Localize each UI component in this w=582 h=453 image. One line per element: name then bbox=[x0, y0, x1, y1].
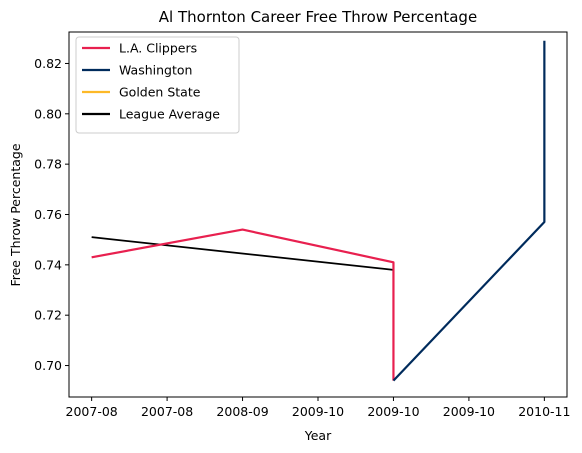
legend-label: L.A. Clippers bbox=[119, 41, 197, 56]
x-axis-label: Year bbox=[304, 428, 332, 443]
x-tick-label: 2009-10 bbox=[443, 404, 495, 419]
legend-box bbox=[75, 36, 240, 134]
y-tick-label: 0.82 bbox=[34, 56, 62, 71]
x-axis: 2007-08 2007-08 2008-09 2009-10 2009-10 2009-… bbox=[66, 397, 570, 419]
x-tick-label: 2009-10 bbox=[367, 404, 419, 419]
x-tick-label: 2008-09 bbox=[216, 404, 268, 419]
x-tick-label: 2010-11 bbox=[518, 404, 570, 419]
x-tick-label: 2007-08 bbox=[141, 404, 193, 419]
x-tick-label: 2009-10 bbox=[292, 404, 344, 419]
y-axis: 0.70 0.72 0.74 0.76 0.78 0.80 0.82 bbox=[34, 56, 69, 373]
y-tick-label: 0.74 bbox=[34, 257, 62, 272]
series-line-washington bbox=[392, 40, 546, 382]
y-tick-label: 0.70 bbox=[34, 358, 62, 373]
y-tick-label: 0.72 bbox=[34, 308, 62, 323]
y-tick-label: 0.78 bbox=[34, 157, 62, 172]
y-tick-label: 0.76 bbox=[34, 207, 62, 222]
legend: L.A. Clippers Washington Golden State Leagu… bbox=[75, 36, 240, 134]
y-axis-label: Free Throw Percentage bbox=[8, 143, 23, 286]
y-tick-label: 0.80 bbox=[34, 106, 62, 121]
legend-label: Washington bbox=[119, 63, 192, 78]
series-line-l-a-clippers bbox=[91, 228, 395, 381]
legend-label: League Average bbox=[119, 107, 220, 122]
legend-label: Golden State bbox=[119, 85, 201, 100]
x-tick-label: 2007-08 bbox=[66, 404, 118, 419]
chart-title: Al Thornton Career Free Throw Percentage bbox=[159, 8, 477, 26]
series-line-league-average bbox=[91, 236, 394, 271]
